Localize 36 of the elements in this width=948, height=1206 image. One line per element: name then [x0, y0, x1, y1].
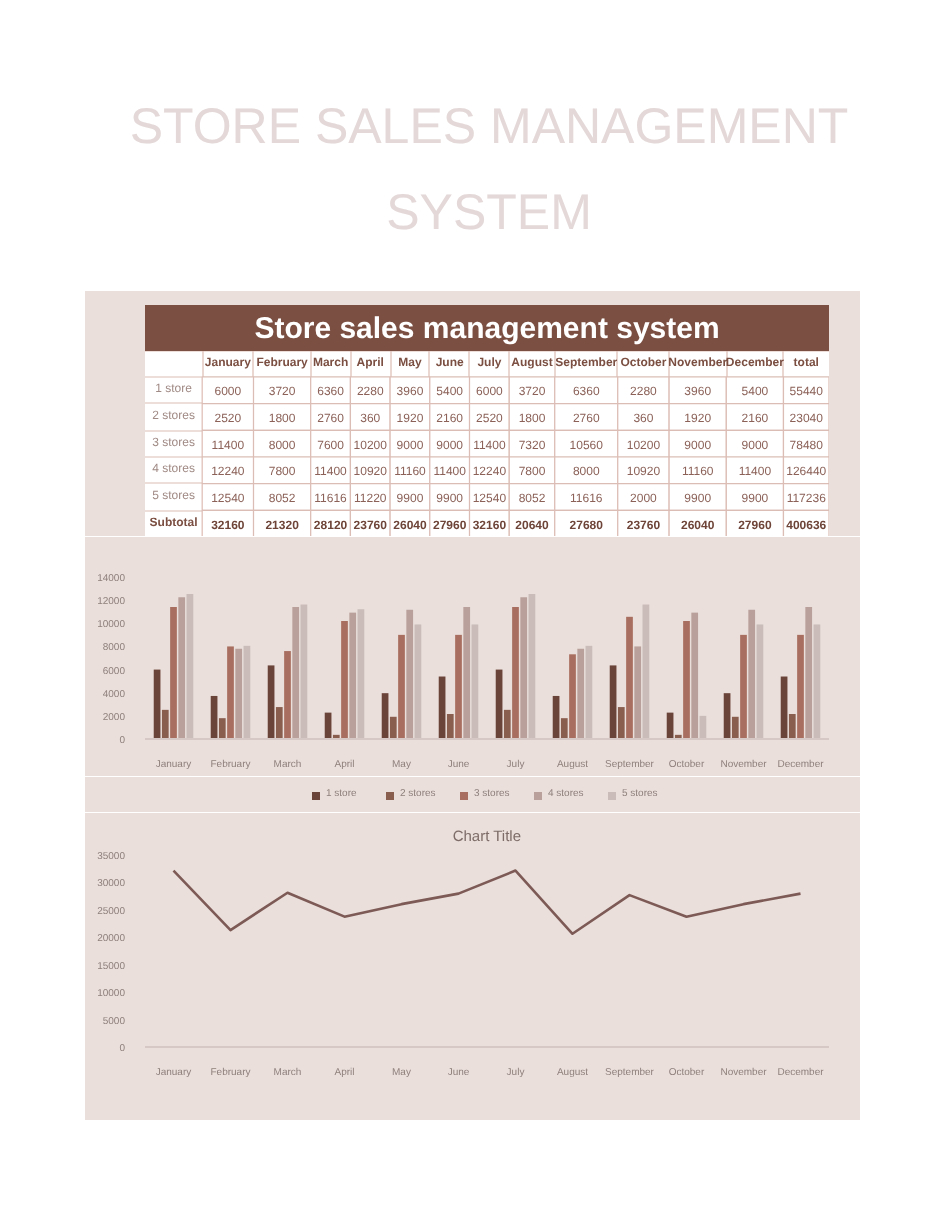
- bar: [788, 714, 796, 739]
- bar: [341, 620, 348, 739]
- bar: [626, 616, 633, 739]
- bar: [170, 607, 177, 739]
- bar: [406, 609, 414, 739]
- bar: [161, 709, 169, 739]
- bar: [577, 648, 585, 739]
- bar: [569, 654, 576, 739]
- line-series: [172, 869, 802, 936]
- bar: [235, 648, 243, 739]
- chart-subtitle: Store sales management system: [254, 312, 720, 346]
- bar: [683, 620, 690, 739]
- bar: [797, 634, 804, 739]
- bar: [284, 651, 291, 739]
- bar: [178, 597, 186, 739]
- bar: [292, 607, 300, 739]
- bar: [748, 609, 756, 739]
- bar: [805, 607, 813, 739]
- bar: [349, 612, 357, 739]
- bar: [503, 709, 511, 739]
- bar: [740, 634, 747, 739]
- bar: [455, 634, 462, 739]
- bar: [520, 597, 528, 739]
- bar: [398, 634, 405, 739]
- bar: [617, 707, 625, 739]
- bar: [227, 646, 234, 739]
- bar: [634, 646, 642, 739]
- bar: [731, 716, 739, 739]
- bar: [512, 607, 519, 739]
- bar: [691, 612, 699, 739]
- bar: [389, 716, 397, 739]
- bar: [560, 718, 568, 739]
- bar: [218, 718, 226, 739]
- bar: [446, 714, 454, 739]
- bar: [275, 707, 283, 739]
- bar: [463, 607, 471, 739]
